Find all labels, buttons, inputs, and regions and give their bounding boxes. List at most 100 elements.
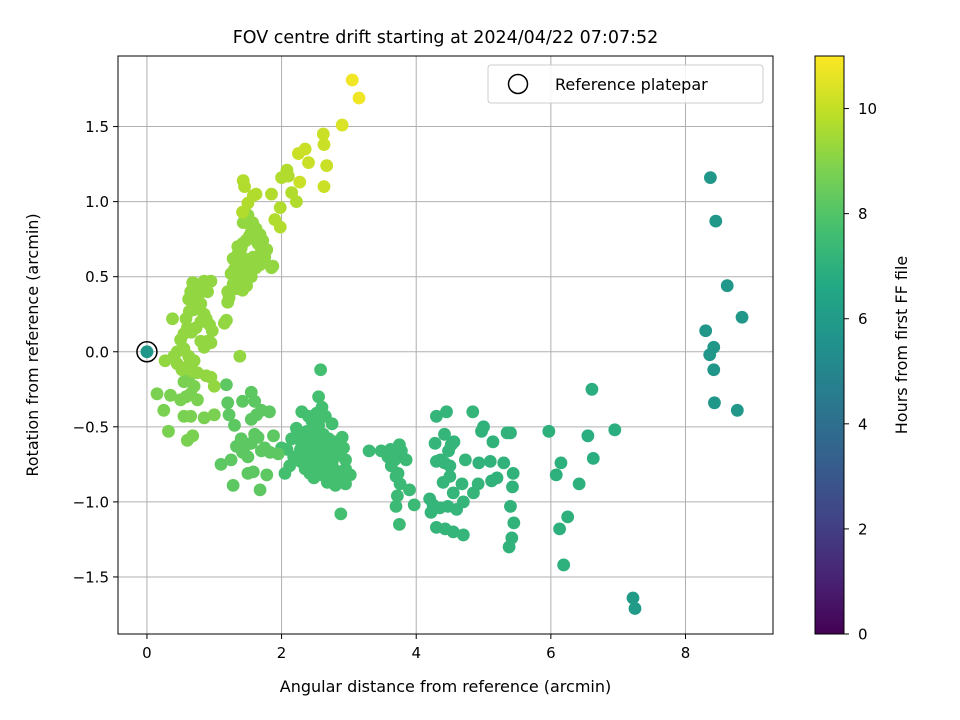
colorbar-ticks: 0 2 4 6 8 10 (844, 100, 877, 644)
data-point (334, 507, 348, 521)
legend-open-circle-icon (507, 73, 529, 95)
data-point (703, 348, 717, 362)
data-point (241, 466, 255, 480)
data-point (236, 205, 249, 219)
data-point (260, 243, 274, 257)
colorbar-gradient (814, 55, 845, 635)
data-point (219, 378, 233, 392)
data-point (214, 457, 228, 471)
data-point (335, 430, 349, 444)
data-point (337, 441, 350, 455)
data-point (226, 478, 240, 492)
data-point (446, 486, 460, 500)
data-point (150, 387, 164, 401)
data-point (295, 405, 309, 419)
data-point (626, 591, 640, 605)
data-point (403, 483, 416, 497)
data-point (157, 403, 171, 417)
data-point (628, 602, 642, 615)
data-point (221, 396, 235, 410)
data-point (253, 258, 267, 272)
data-point (486, 435, 500, 449)
data-point (300, 442, 314, 456)
x-tick-label: 0 (142, 644, 152, 662)
data-point (399, 453, 413, 467)
data-point (438, 427, 451, 441)
data-point (280, 163, 294, 177)
data-point (381, 450, 395, 464)
data-point (273, 201, 287, 215)
x-axis-label: Angular distance from reference (arcmin) (280, 677, 611, 696)
reference-marker (136, 341, 158, 363)
data-point (708, 396, 721, 410)
data-point (267, 429, 280, 443)
data-point (228, 418, 241, 432)
x-axis-ticks: 0 2 4 6 8 (142, 634, 690, 662)
data-point (554, 456, 568, 470)
data-point (197, 411, 211, 425)
data-point (502, 540, 516, 554)
data-point (244, 385, 258, 399)
legend: Reference platepar (487, 64, 764, 104)
colorbar-tick-label: 6 (858, 310, 868, 328)
data-point (339, 453, 352, 467)
data-point (320, 159, 334, 172)
y-tick-label: 0.5 (85, 268, 109, 286)
data-point (345, 73, 359, 87)
data-point (389, 469, 403, 483)
y-axis-label: Rotation from reference (arcmin) (23, 213, 42, 476)
y-tick-label: 0.0 (85, 343, 109, 361)
data-point (475, 424, 488, 438)
data-point (164, 388, 177, 402)
data-point (389, 499, 403, 513)
data-point (720, 279, 734, 293)
data-point (292, 427, 305, 441)
data-point (557, 558, 571, 572)
data-point (709, 214, 723, 228)
plot-area (118, 56, 773, 634)
data-point (447, 435, 461, 449)
data-point (312, 390, 326, 404)
data-point (581, 429, 595, 443)
data-point (266, 259, 280, 273)
data-point (265, 187, 278, 201)
reference-marker-group (136, 341, 158, 363)
data-point (456, 528, 470, 542)
data-point (207, 379, 221, 393)
data-point (472, 456, 486, 470)
y-tick-label: 1.5 (85, 118, 109, 136)
data-point (441, 499, 455, 513)
data-point (187, 354, 201, 368)
data-point (506, 480, 519, 494)
data-point (318, 441, 332, 455)
data-point (390, 489, 404, 503)
data-point (504, 499, 517, 513)
data-point (428, 436, 442, 450)
data-point (260, 468, 274, 482)
x-tick-label: 4 (411, 644, 421, 662)
x-tick-label: 2 (277, 644, 287, 662)
scatter-points (150, 73, 749, 615)
data-point (471, 477, 485, 491)
data-point (542, 424, 556, 438)
data-point (317, 180, 331, 194)
data-point (278, 466, 292, 480)
y-tick-label: −0.5 (73, 418, 109, 436)
legend-label: Reference platepar (555, 75, 708, 94)
data-point (298, 142, 312, 156)
data-point (207, 408, 221, 422)
x-tick-label: 8 (681, 644, 691, 662)
data-point (703, 171, 717, 185)
data-point (608, 423, 622, 437)
data-point (194, 297, 208, 311)
colorbar-tick-label: 8 (858, 205, 868, 223)
data-point (273, 220, 287, 234)
data-point (430, 521, 443, 534)
data-point (249, 187, 263, 201)
data-point (707, 363, 721, 377)
data-point (483, 454, 497, 468)
colorbar-tick-label: 10 (858, 100, 877, 118)
data-point (254, 444, 268, 458)
data-point (561, 510, 575, 524)
x-tick-label: 6 (546, 644, 556, 662)
